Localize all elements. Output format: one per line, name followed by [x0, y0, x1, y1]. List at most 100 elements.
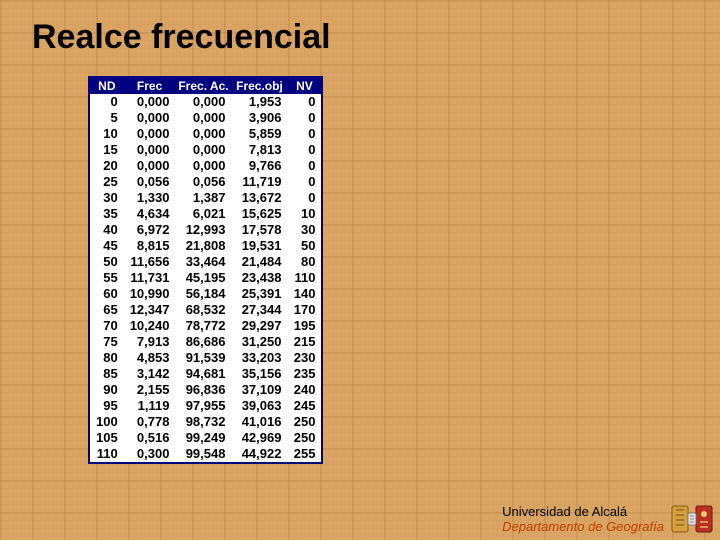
table-cell: 240: [287, 382, 321, 398]
table-cell: 98,732: [175, 414, 231, 430]
table-cell: 80: [90, 350, 124, 366]
table-cell: 0,000: [175, 126, 231, 142]
table-cell: 0,000: [124, 158, 176, 174]
table-cell: 140: [287, 286, 321, 302]
table-cell: 23,438: [231, 270, 287, 286]
table-cell: 29,297: [231, 318, 287, 334]
table-cell: 1,387: [175, 190, 231, 206]
table-cell: 7,813: [231, 142, 287, 158]
table-cell: 1,953: [231, 94, 287, 110]
table-cell: 27,344: [231, 302, 287, 318]
table-cell: 11,719: [231, 174, 287, 190]
table-cell: 6,021: [175, 206, 231, 222]
table-cell: 235: [287, 366, 321, 382]
table-cell: 230: [287, 350, 321, 366]
table-cell: 0: [287, 110, 321, 126]
table-cell: 20: [90, 158, 124, 174]
table-cell: 4,853: [124, 350, 176, 366]
table-row: 250,0560,05611,7190: [90, 174, 321, 190]
table-cell: 30: [90, 190, 124, 206]
table-row: 853,14294,68135,156235: [90, 366, 321, 382]
table-cell: 7,913: [124, 334, 176, 350]
table-row: 6512,34768,53227,344170: [90, 302, 321, 318]
table-cell: 100: [90, 414, 124, 430]
table-cell: 50: [287, 238, 321, 254]
footer-text: Universidad de Alcalá Departamento de Ge…: [502, 504, 664, 534]
table-cell: 0,300: [124, 446, 176, 462]
table-row: 7010,24078,77229,297195: [90, 318, 321, 334]
table-cell: 0: [287, 126, 321, 142]
table-row: 757,91386,68631,250215: [90, 334, 321, 350]
table-cell: 35: [90, 206, 124, 222]
col-nv: NV: [287, 78, 321, 94]
table-cell: 11,731: [124, 270, 176, 286]
table-cell: 21,484: [231, 254, 287, 270]
table-row: 200,0000,0009,7660: [90, 158, 321, 174]
table-cell: 0: [287, 158, 321, 174]
table-row: 50,0000,0003,9060: [90, 110, 321, 126]
table-cell: 56,184: [175, 286, 231, 302]
university-name: Universidad de Alcalá: [502, 504, 664, 519]
table-cell: 95: [90, 398, 124, 414]
table-cell: 0: [287, 174, 321, 190]
table-cell: 97,955: [175, 398, 231, 414]
table-cell: 0,056: [175, 174, 231, 190]
table-row: 00,0000,0001,9530: [90, 94, 321, 110]
table-cell: 50: [90, 254, 124, 270]
table-cell: 110: [287, 270, 321, 286]
table-cell: 0,000: [175, 158, 231, 174]
table-cell: 33,203: [231, 350, 287, 366]
table-cell: 4,634: [124, 206, 176, 222]
table-row: 6010,99056,18425,391140: [90, 286, 321, 302]
col-frec-obj: Frec.obj: [231, 78, 287, 94]
table-cell: 41,016: [231, 414, 287, 430]
table-cell: 245: [287, 398, 321, 414]
table-cell: 0,516: [124, 430, 176, 446]
table-cell: 0,000: [124, 110, 176, 126]
table-cell: 37,109: [231, 382, 287, 398]
table-cell: 1,330: [124, 190, 176, 206]
table-row: 5011,65633,46421,48480: [90, 254, 321, 270]
table-row: 301,3301,38713,6720: [90, 190, 321, 206]
table-cell: 99,249: [175, 430, 231, 446]
table-cell: 9,766: [231, 158, 287, 174]
table-cell: 15,625: [231, 206, 287, 222]
table-cell: 0,000: [175, 142, 231, 158]
table-cell: 31,250: [231, 334, 287, 350]
table-cell: 45,195: [175, 270, 231, 286]
table-cell: 11,656: [124, 254, 176, 270]
table-cell: 6,972: [124, 222, 176, 238]
table-cell: 195: [287, 318, 321, 334]
table-cell: 80: [287, 254, 321, 270]
table-cell: 55: [90, 270, 124, 286]
table-cell: 2,155: [124, 382, 176, 398]
university-crest-icon: [670, 502, 714, 536]
col-frec: Frec: [124, 78, 176, 94]
table-row: 458,81521,80819,53150: [90, 238, 321, 254]
table-row: 1100,30099,54844,922255: [90, 446, 321, 462]
table-cell: 250: [287, 430, 321, 446]
table-cell: 8,815: [124, 238, 176, 254]
table-cell: 0,056: [124, 174, 176, 190]
table-row: 804,85391,53933,203230: [90, 350, 321, 366]
table-cell: 12,347: [124, 302, 176, 318]
table-cell: 30: [287, 222, 321, 238]
table-cell: 0: [287, 142, 321, 158]
table-cell: 68,532: [175, 302, 231, 318]
table-cell: 0,000: [175, 94, 231, 110]
table-cell: 0,000: [124, 94, 176, 110]
table-cell: 0,000: [175, 110, 231, 126]
table-cell: 78,772: [175, 318, 231, 334]
table-cell: 96,836: [175, 382, 231, 398]
frequency-table: ND Frec Frec. Ac. Frec.obj NV 00,0000,00…: [88, 76, 323, 464]
table-cell: 10,240: [124, 318, 176, 334]
table-cell: 86,686: [175, 334, 231, 350]
table-cell: 250: [287, 414, 321, 430]
table-row: 150,0000,0007,8130: [90, 142, 321, 158]
table-cell: 12,993: [175, 222, 231, 238]
table-cell: 35,156: [231, 366, 287, 382]
department-name: Departamento de Geografía: [502, 519, 664, 534]
table-cell: 75: [90, 334, 124, 350]
table-row: 1050,51699,24942,969250: [90, 430, 321, 446]
table-cell: 39,063: [231, 398, 287, 414]
